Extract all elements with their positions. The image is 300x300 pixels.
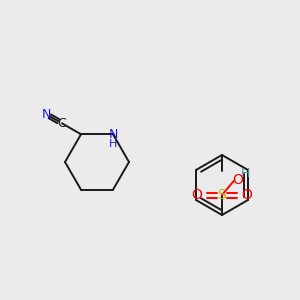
Text: S: S — [218, 188, 226, 202]
Text: O: O — [242, 188, 252, 202]
Text: O: O — [232, 173, 243, 187]
Text: O: O — [192, 188, 203, 202]
Text: C: C — [58, 117, 66, 130]
Text: N: N — [42, 108, 51, 121]
Text: H: H — [109, 139, 117, 149]
Text: N: N — [108, 128, 118, 141]
Text: H: H — [241, 167, 250, 180]
